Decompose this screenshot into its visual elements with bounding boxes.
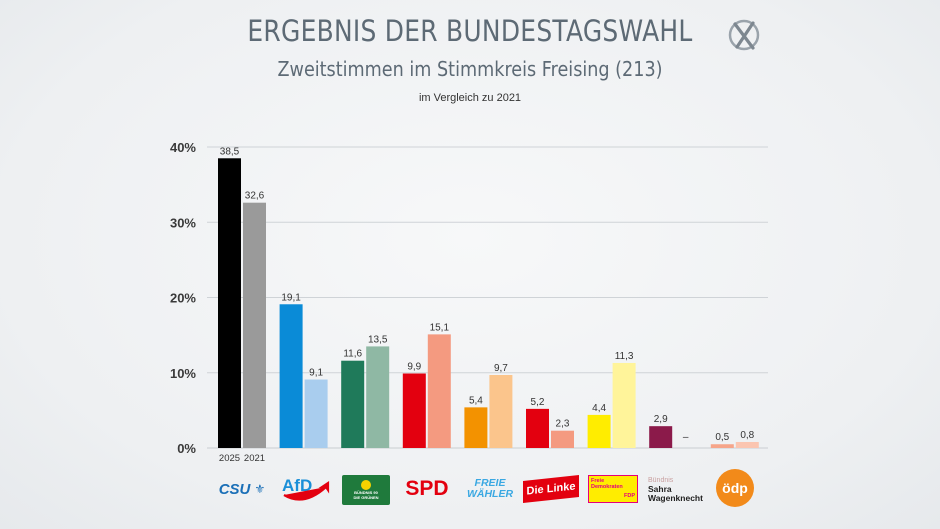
- data-label: 0,5: [715, 432, 729, 443]
- year-label: 2025: [219, 453, 240, 464]
- data-label: –: [683, 432, 689, 443]
- bar-2025-3: [402, 373, 426, 448]
- logo-freie-waehler: FREIE WÄHLER: [466, 477, 514, 500]
- logo-csu: CSU ⚜: [218, 480, 266, 498]
- bar-2021-8: [735, 441, 759, 448]
- bar-2021-0: [243, 202, 266, 448]
- y-tick-label: 0%: [177, 441, 196, 456]
- year-label: 2021: [244, 453, 265, 464]
- data-label: 15,1: [430, 322, 450, 333]
- data-label: 32,6: [245, 191, 265, 202]
- data-label: 2,9: [654, 414, 668, 425]
- bar-2021-6: [612, 362, 636, 448]
- y-tick-label: 20%: [170, 291, 196, 306]
- bar-2021-3: [427, 334, 451, 448]
- data-label: 38,5: [220, 146, 240, 157]
- data-label: 19,1: [281, 292, 301, 303]
- chart-title: ERGEBNIS DER BUNDESTAGSWAHL: [247, 14, 693, 48]
- bar-2021-1: [304, 379, 328, 448]
- data-label: 9,1: [309, 368, 323, 379]
- data-label: 2,3: [556, 419, 570, 430]
- chart-subtitle: Zweitstimmen im Stimmkreis Freising (213…: [277, 57, 663, 81]
- bar-2025-2: [341, 360, 365, 448]
- logo-afd: AfD: [276, 472, 332, 506]
- data-label: 9,7: [494, 363, 508, 374]
- bar-2021-4: [489, 375, 513, 448]
- comparison-note: im Vergleich zu 2021: [418, 92, 522, 104]
- sunflower-icon: [361, 480, 371, 490]
- svg-text:AfD: AfD: [282, 476, 312, 495]
- bar-2025-6: [587, 414, 611, 448]
- bar-2025-8: [710, 444, 734, 448]
- bar-2025-1: [279, 304, 303, 448]
- ballot-x-icon: [728, 19, 760, 51]
- logo-gruene: BÜNDNIS 90 DIE GRÜNEN: [342, 475, 390, 505]
- bar-2025-7: [649, 426, 673, 448]
- data-label: 11,6: [343, 349, 362, 360]
- data-label: 4,4: [592, 403, 606, 414]
- logo-bsw: Bündnis Sahra Wagenknecht: [648, 476, 703, 503]
- data-label: 0,8: [740, 430, 754, 441]
- data-label: 13,5: [368, 334, 388, 345]
- bar-2025-5: [526, 408, 549, 448]
- logo-oedp: ödp: [716, 469, 754, 507]
- data-label: 11,3: [615, 351, 634, 362]
- data-label: 5,4: [469, 395, 483, 406]
- bar-2025-4: [464, 407, 488, 448]
- y-tick-label: 40%: [170, 140, 196, 155]
- bar-2025-0: [218, 158, 241, 448]
- y-tick-label: 30%: [170, 215, 196, 230]
- bar-2021-2: [366, 346, 390, 448]
- logo-spd: SPD: [405, 477, 449, 500]
- bar-2021-5: [551, 430, 574, 448]
- logo-fdp: Freie Demokraten FDP: [588, 475, 638, 503]
- data-label: 9,9: [407, 362, 421, 373]
- data-label: 5,2: [531, 397, 545, 408]
- y-tick-label: 10%: [170, 366, 196, 381]
